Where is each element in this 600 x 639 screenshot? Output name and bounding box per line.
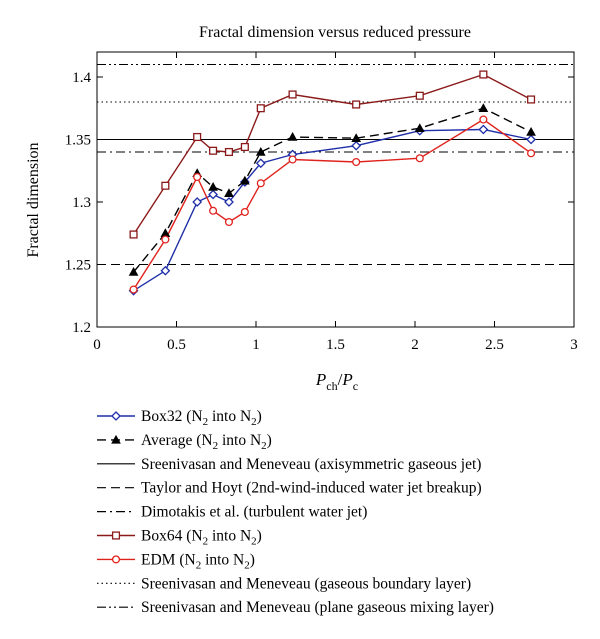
data-point-box64 (209, 146, 218, 155)
y-tick-label: 1.3 (72, 195, 91, 211)
data-point-edm (224, 217, 234, 227)
data-point-box64 (415, 91, 424, 100)
legend-label: Sreenivasan and Meneveau (gaseous bounda… (141, 575, 471, 592)
legend-item-sreeni_bl: Sreenivasan and Meneveau (gaseous bounda… (97, 575, 471, 592)
legend-label: Sreenivasan and Meneveau (plane gaseous … (141, 599, 494, 616)
data-point-edm (193, 172, 202, 182)
legend-item-taylor_hoyt: Taylor and Hoyt (2nd-wind-induced water … (97, 480, 482, 497)
x-label-p1: P (315, 370, 326, 389)
data-point-box32 (526, 134, 536, 145)
legend-label: Dimotakis et al. (turbulent water jet) (141, 504, 367, 521)
data-point-box32 (192, 197, 203, 207)
x-tick-label: 3 (570, 337, 578, 353)
y-tick-label: 1.2 (72, 320, 91, 336)
legend-item-dimotakis: Dimotakis et al. (turbulent water jet) (97, 504, 367, 521)
data-point-edm (288, 155, 297, 164)
series-line-box64 (133, 73, 532, 235)
data-point-box64 (527, 95, 536, 104)
y-tick-label: 1.35 (65, 133, 91, 149)
legend: Box32 (N2 into N2) Average (N2 into N2) Sr… (97, 408, 494, 616)
data-point-average (208, 181, 218, 191)
x-tick-label: 2.5 (485, 337, 504, 353)
legend-item-edm: EDM (N2 into N2) (97, 551, 255, 571)
series-markers (128, 70, 536, 296)
data-point-average (351, 133, 362, 142)
data-point-average (255, 146, 266, 156)
x-axis-label: Pch/Pc (315, 370, 358, 393)
data-point-average (526, 126, 536, 136)
data-point-average (224, 188, 234, 197)
data-point-edm (527, 149, 536, 158)
y-tick-label: 1.4 (72, 70, 91, 86)
legend-label: Box64 (N2 into N2) (141, 528, 262, 548)
x-tick-label: 1 (252, 337, 260, 353)
data-point-box32 (160, 265, 171, 276)
data-point-edm (209, 206, 218, 215)
x-label-sub1: ch (326, 379, 337, 393)
data-point-box64 (224, 147, 234, 157)
y-tick-label: 1.25 (65, 258, 91, 274)
legend-label: Box32 (N2 into N2) (141, 408, 262, 428)
x-tick-label: 0.5 (167, 337, 186, 353)
data-point-edm (352, 157, 361, 167)
reference-lines (97, 63, 574, 266)
x-label-slash: / (338, 370, 343, 389)
data-point-average (478, 103, 489, 112)
legend-item-sreeni_jet: Sreenivasan and Meneveau (axisymmetric g… (97, 456, 481, 473)
data-point-edm (415, 154, 424, 163)
data-point-edm (479, 115, 488, 124)
x-label-sub2: c (353, 379, 358, 393)
legend-label: Average (N2 into N2) (141, 432, 272, 452)
data-point-average (240, 175, 250, 185)
data-point-box32 (255, 158, 266, 169)
data-point-edm (129, 285, 138, 294)
chart-title: Fractal dimension versus reduced pressur… (199, 24, 471, 41)
data-point-box64 (193, 132, 202, 142)
legend-item-box64: Box64 (N2 into N2) (97, 528, 262, 548)
x-tick-label: 0 (93, 337, 101, 353)
legend-item-box32: Box32 (N2 into N2) (97, 408, 262, 428)
x-tick-label: 2 (411, 337, 419, 353)
legend-label: EDM (N2 into N2) (141, 551, 255, 571)
data-point-box32 (478, 124, 489, 135)
axes: 0 0.5 1 1.5 2 2.5 3 1.2 1.25 1.3 1.35 1.4 (65, 52, 578, 353)
legend-swatch-marker (111, 434, 121, 444)
data-point-edm (161, 235, 170, 244)
legend-swatch-marker (111, 531, 121, 540)
data-point-box64 (161, 181, 170, 190)
data-point-box64 (129, 230, 138, 239)
data-point-box64 (288, 90, 297, 99)
data-point-box64 (240, 142, 249, 152)
x-label-p2: P (341, 370, 352, 389)
x-tick-label: 1.5 (326, 337, 345, 353)
data-point-average (128, 266, 139, 276)
data-point-edm (256, 179, 265, 188)
legend-label: Taylor and Hoyt (2nd-wind-induced water … (141, 480, 482, 497)
data-point-average (287, 131, 298, 141)
data-point-box32 (351, 140, 362, 151)
y-axis-label: Fractal dimension (25, 142, 42, 257)
legend-swatch-marker (111, 555, 121, 564)
series-line-average (133, 107, 532, 273)
series-line-edm (133, 118, 532, 290)
data-point-box32 (224, 197, 234, 207)
data-point-box64 (352, 100, 361, 109)
data-point-average (414, 123, 425, 132)
data-point-box64 (479, 70, 488, 79)
legend-item-average: Average (N2 into N2) (97, 432, 272, 452)
series-lines (133, 73, 532, 292)
data-point-box32 (208, 189, 218, 200)
data-point-edm (240, 207, 249, 217)
legend-swatch-marker (111, 411, 121, 421)
series-line-box32 (133, 128, 532, 292)
data-point-box64 (256, 104, 265, 113)
legend-label: Sreenivasan and Meneveau (axisymmetric g… (141, 456, 481, 473)
legend-item-sreeni_ml: Sreenivasan and Meneveau (plane gaseous … (97, 599, 494, 616)
